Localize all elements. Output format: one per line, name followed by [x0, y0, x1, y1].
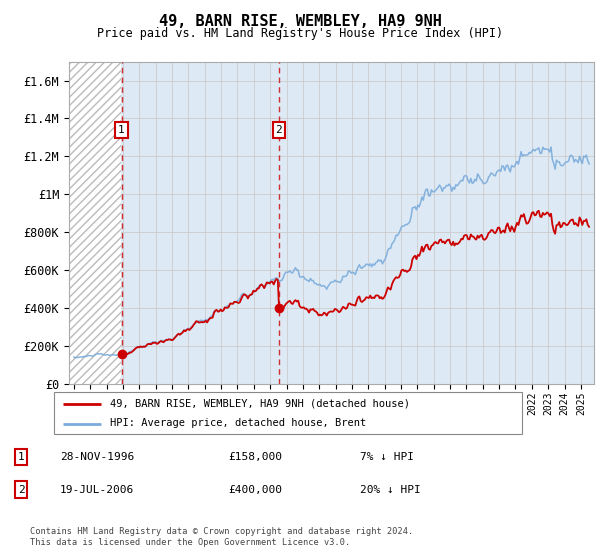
Text: 7% ↓ HPI: 7% ↓ HPI — [360, 452, 414, 462]
Text: Price paid vs. HM Land Registry's House Price Index (HPI): Price paid vs. HM Land Registry's House … — [97, 27, 503, 40]
Text: 49, BARN RISE, WEMBLEY, HA9 9NH (detached house): 49, BARN RISE, WEMBLEY, HA9 9NH (detache… — [110, 399, 410, 409]
Bar — [69, 62, 121, 384]
Text: 2: 2 — [275, 125, 283, 135]
Text: 1: 1 — [17, 452, 25, 462]
Text: £158,000: £158,000 — [228, 452, 282, 462]
Text: 20% ↓ HPI: 20% ↓ HPI — [360, 484, 421, 494]
Text: 2: 2 — [17, 484, 25, 494]
Text: 19-JUL-2006: 19-JUL-2006 — [60, 484, 134, 494]
Text: 49, BARN RISE, WEMBLEY, HA9 9NH: 49, BARN RISE, WEMBLEY, HA9 9NH — [158, 14, 442, 29]
Text: HPI: Average price, detached house, Brent: HPI: Average price, detached house, Bren… — [110, 418, 367, 428]
Text: £400,000: £400,000 — [228, 484, 282, 494]
Text: 1: 1 — [118, 125, 125, 135]
FancyBboxPatch shape — [54, 392, 522, 434]
Text: 28-NOV-1996: 28-NOV-1996 — [60, 452, 134, 462]
Text: Contains HM Land Registry data © Crown copyright and database right 2024.
This d: Contains HM Land Registry data © Crown c… — [30, 527, 413, 547]
